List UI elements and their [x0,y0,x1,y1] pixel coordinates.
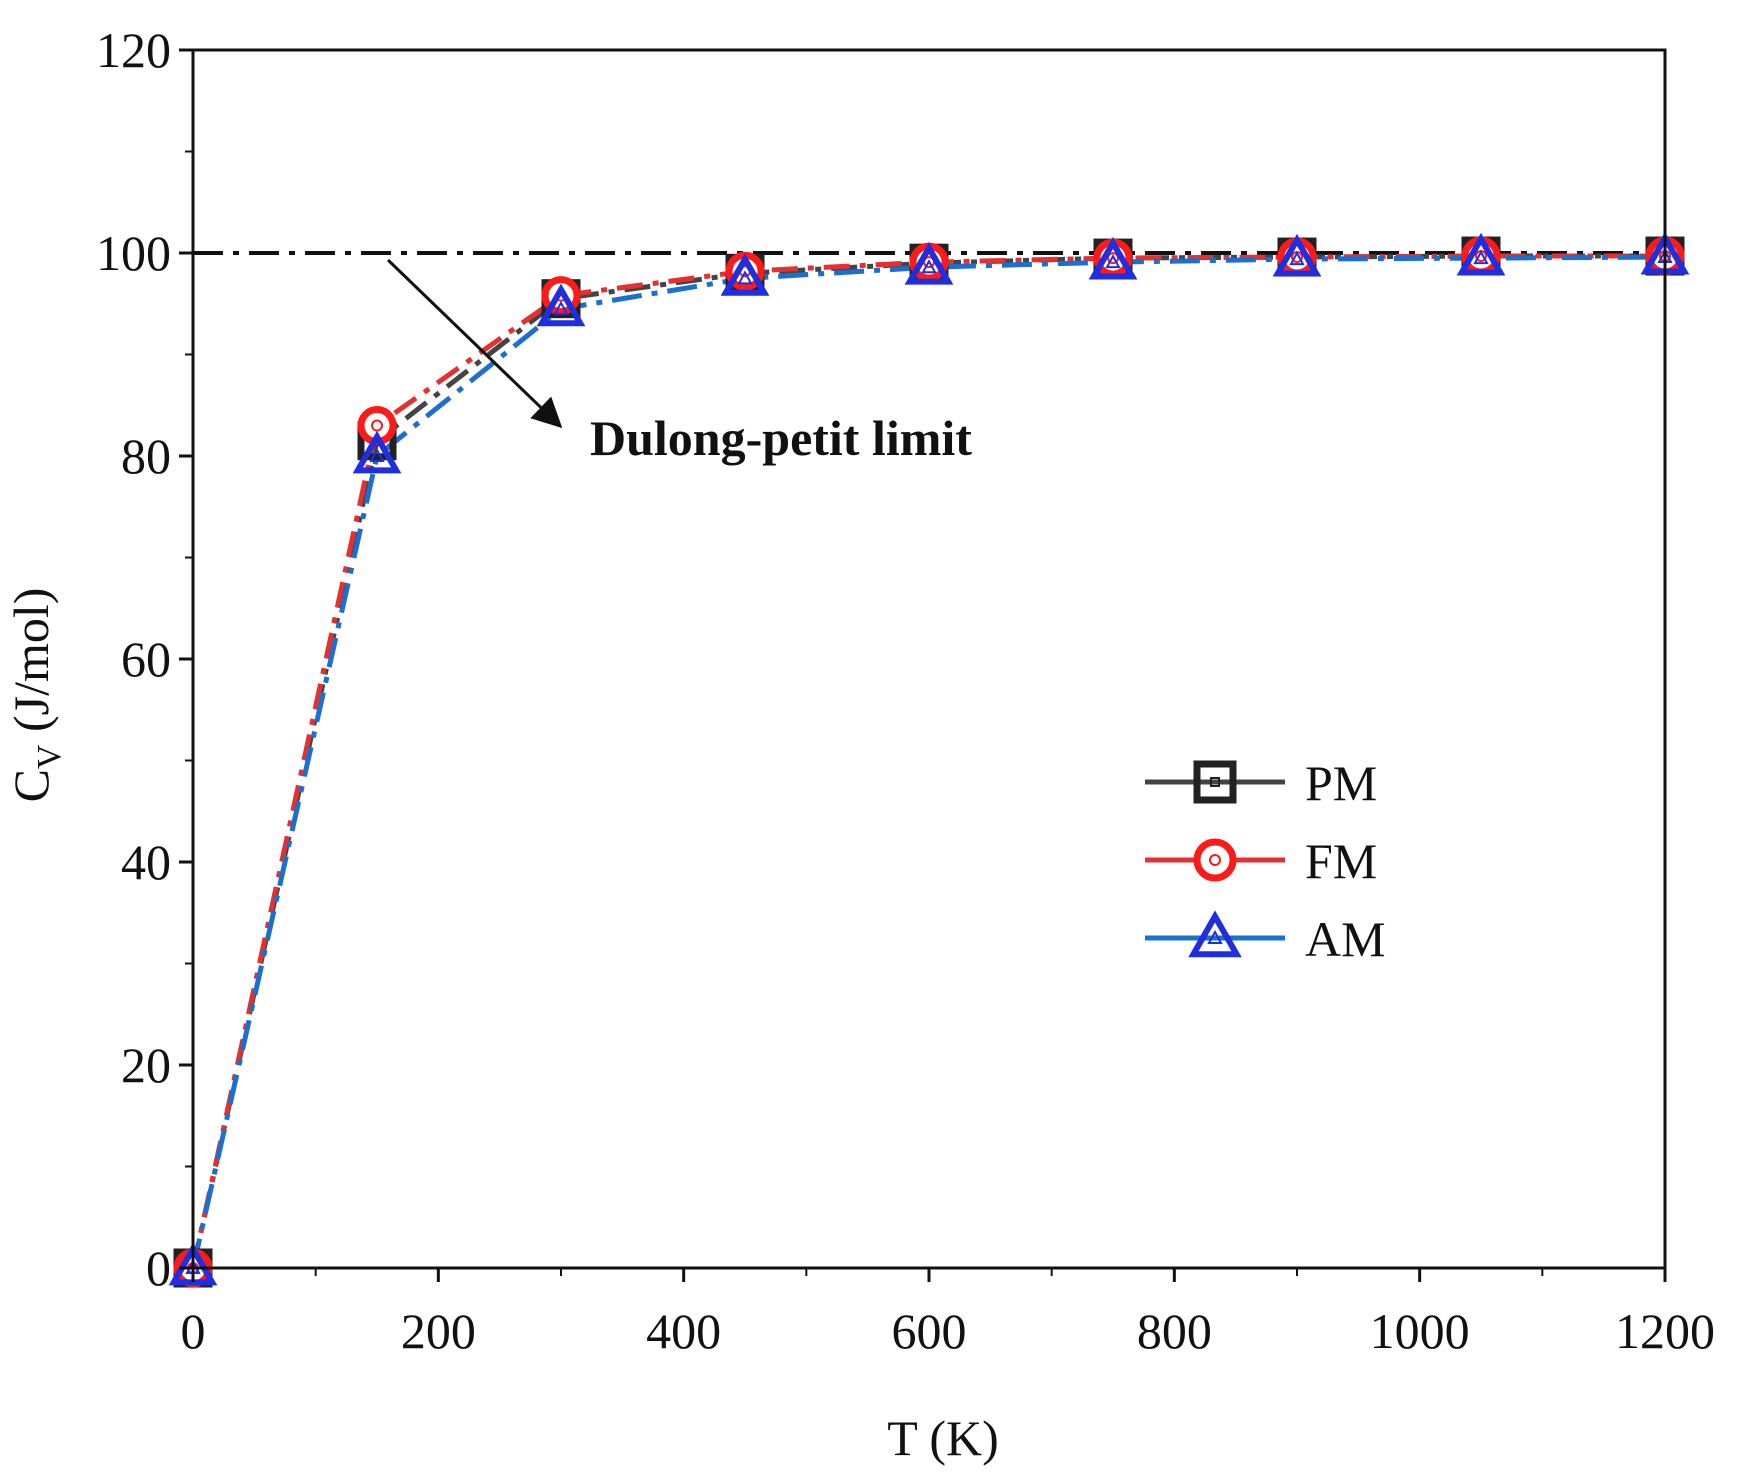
y-axis-label-rest: (J/mol) [3,588,59,745]
point-am-300 [536,283,586,327]
point-am-450 [720,253,770,296]
legend-item-fm: FM [1145,833,1377,889]
y-tick-label-60: 60 [121,631,171,687]
point-am-150 [352,430,402,474]
y-tick-label-80: 80 [121,428,171,484]
y-tick-label-40: 40 [121,834,171,890]
point-fm-150 [357,406,397,446]
y-tick-label-120: 120 [96,22,171,78]
legend-item-am: AM [1145,910,1386,967]
point-am-1050 [1456,232,1506,276]
x-tick-label-800: 800 [1137,1303,1212,1359]
series-line-pm [190,253,1665,1269]
legend-label-fm: FM [1305,833,1377,889]
legend-label-pm: PM [1305,755,1377,811]
dulong-petit-annotation: Dulong-petit limit [590,410,972,466]
legend-label-am: AM [1305,911,1386,967]
plot-frame [191,48,1667,1270]
point-am-600 [904,241,954,285]
x-tick-label-1000: 1000 [1370,1303,1470,1359]
y-tick-label-20: 20 [121,1037,171,1093]
legend-item-pm: PM [1145,755,1377,811]
legend-marker-pm [1193,760,1237,804]
series-layer [168,231,1690,1288]
annotation-arrow [386,258,563,429]
legend-marker-am [1188,910,1242,958]
y-tick-label-0: 0 [146,1240,171,1296]
legend-marker-fm [1193,838,1237,882]
series-line-fm [190,253,1665,1269]
x-axis-label: T (K) [887,1410,999,1466]
series-line-am [190,254,1666,1269]
axes-layer: 0 200 400 600 800 1000 1200 0 20 40 60 80 100 120 [96,22,1715,1359]
y-axis-label: CV (J/mol) [3,588,68,803]
point-am-900 [1272,233,1322,277]
legend: PM FM AM [1145,755,1386,967]
x-tick-label-600: 600 [892,1303,967,1359]
x-tick-label-1200: 1200 [1615,1303,1715,1359]
x-tick-label-0: 0 [181,1303,206,1359]
x-tick-label-400: 400 [646,1303,721,1359]
y-axis-label-sub: V [31,744,68,769]
x-tick-label-200: 200 [401,1303,476,1359]
y-axis-label-main: C [3,769,59,802]
y-tick-label-100: 100 [96,225,171,281]
point-am-750 [1088,236,1138,280]
